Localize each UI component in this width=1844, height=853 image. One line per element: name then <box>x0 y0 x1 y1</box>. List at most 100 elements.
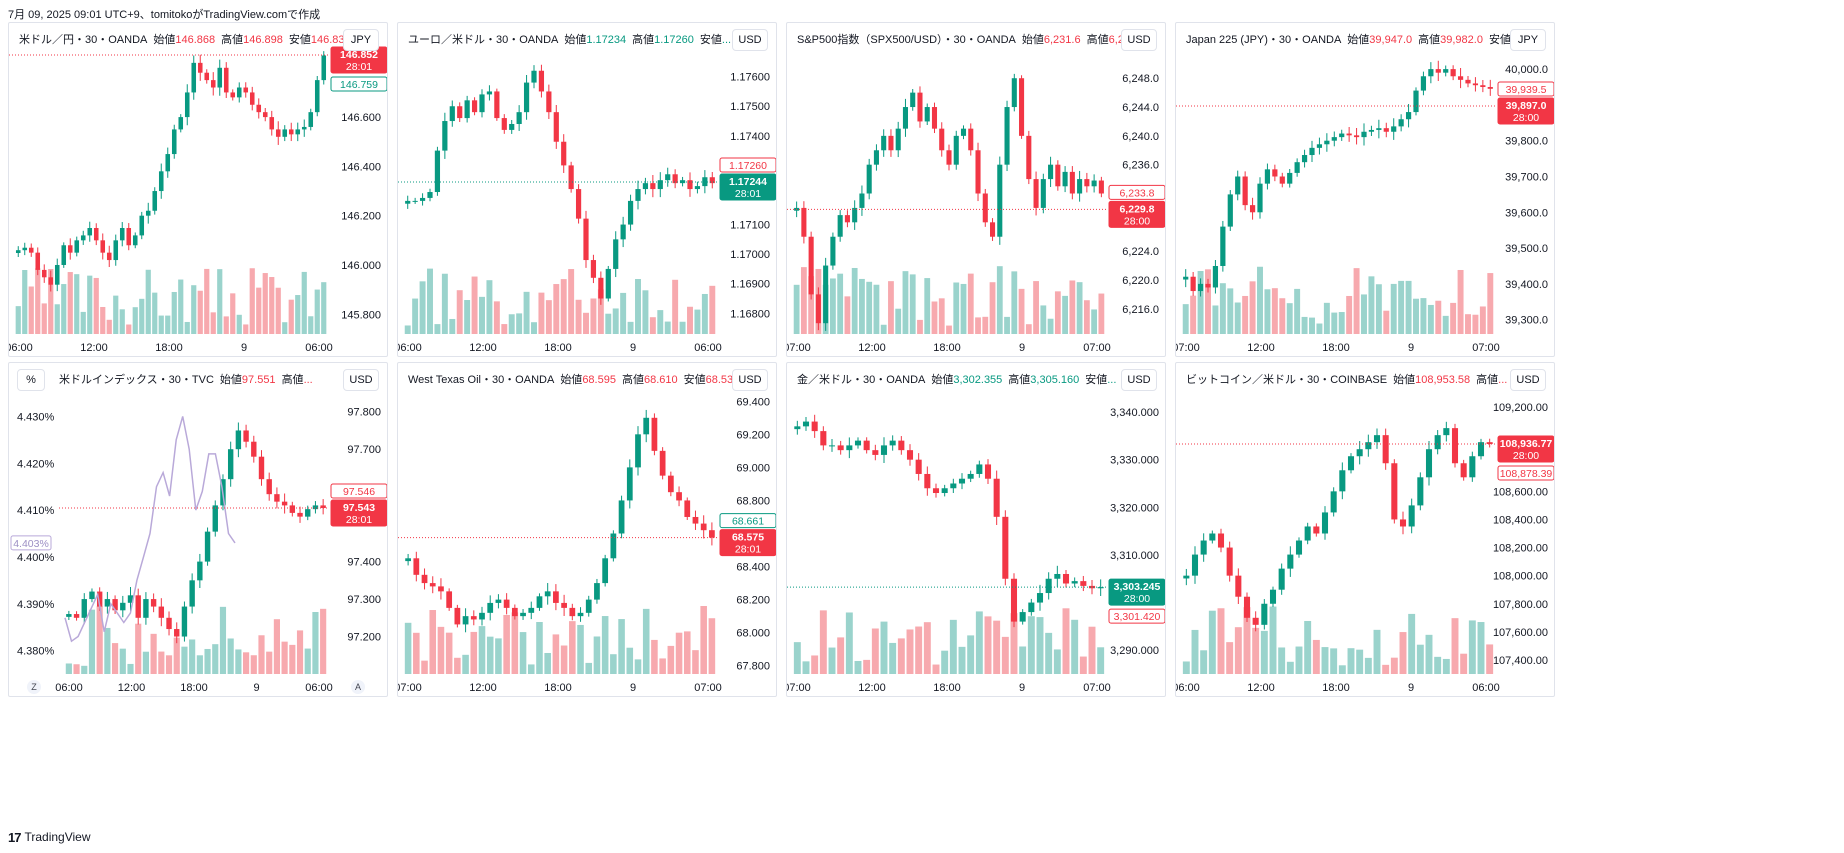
candle-body[interactable] <box>1361 131 1367 138</box>
candle-body[interactable] <box>457 106 463 119</box>
candle-body[interactable] <box>1019 78 1025 136</box>
candle-body[interactable] <box>412 200 418 202</box>
candle-body[interactable] <box>1220 226 1226 266</box>
candle-body[interactable] <box>1190 276 1196 292</box>
candle-body[interactable] <box>568 165 574 190</box>
candle-body[interactable] <box>511 607 518 617</box>
candle-body[interactable] <box>1183 276 1189 280</box>
candle-body[interactable] <box>602 558 609 584</box>
candle-body[interactable] <box>1243 596 1251 618</box>
candle-body[interactable] <box>262 112 268 118</box>
candle-body[interactable] <box>1026 135 1032 180</box>
chart-svg[interactable]: 107,400.00 107,600.00 107,800.00 108,000.00… <box>1176 363 1555 697</box>
candle-body[interactable] <box>642 183 649 190</box>
candle-body[interactable] <box>405 200 411 204</box>
candle-body[interactable] <box>872 450 879 455</box>
candle-body[interactable] <box>119 228 125 241</box>
candle-body[interactable] <box>837 445 844 451</box>
candle-body[interactable] <box>266 479 272 495</box>
candle-body[interactable] <box>1301 155 1308 163</box>
candle-body[interactable] <box>126 228 132 246</box>
candle-body[interactable] <box>1443 69 1449 73</box>
candle-body[interactable] <box>54 264 60 285</box>
candle-body[interactable] <box>820 431 827 446</box>
candle-body[interactable] <box>1487 87 1493 89</box>
candle-body[interactable] <box>1261 603 1268 625</box>
candle-body[interactable] <box>906 450 914 460</box>
candle-body[interactable] <box>1339 470 1346 492</box>
candle-body[interactable] <box>171 129 177 155</box>
candle-body[interactable] <box>837 215 843 237</box>
candle-body[interactable] <box>81 599 87 618</box>
candle-body[interactable] <box>464 100 470 119</box>
candle-body[interactable] <box>165 154 171 172</box>
candle-body[interactable] <box>1469 456 1476 478</box>
candle-body[interactable] <box>509 123 515 130</box>
candle-body[interactable] <box>575 189 582 219</box>
chart-panel[interactable]: 67.800 68.000 68.200 68.400 68.800 69.000 69.2… <box>397 362 777 697</box>
candle-body[interactable] <box>863 440 870 451</box>
symbol-legend[interactable]: 米ドルインデックス・30・TVC 始値97.551 高値... <box>59 371 313 387</box>
candle-body[interactable] <box>1321 512 1329 534</box>
candle-body[interactable] <box>1450 69 1456 77</box>
candle-body[interactable] <box>1391 126 1397 132</box>
candle-body[interactable] <box>132 235 138 246</box>
chart-svg[interactable]: 6,216.06,220.06,224.06,232.06,236.06,240… <box>787 23 1166 357</box>
candle-body[interactable] <box>1071 581 1078 584</box>
candle-body[interactable] <box>594 583 600 600</box>
candle-body[interactable] <box>958 478 966 484</box>
candle-body[interactable] <box>924 473 931 489</box>
candle-body[interactable] <box>1209 533 1216 541</box>
candle-body[interactable] <box>684 500 691 517</box>
candle-body[interactable] <box>902 107 909 129</box>
candle-body[interactable] <box>96 591 103 607</box>
candle-body[interactable] <box>1309 147 1315 156</box>
candle-body[interactable] <box>1019 612 1026 622</box>
candle-body[interactable] <box>1088 585 1096 589</box>
candle-body[interactable] <box>158 171 164 192</box>
candle-body[interactable] <box>523 82 530 113</box>
candle-body[interactable] <box>305 509 311 517</box>
candle-body[interactable] <box>405 558 411 562</box>
candle-body[interactable] <box>889 440 896 446</box>
candle-body[interactable] <box>495 599 502 603</box>
symbol-legend[interactable]: 米ドル／円・30・OANDA 始値146.868 高値146.898 安値146.83… <box>19 31 360 47</box>
currency-button[interactable]: USD <box>732 29 768 51</box>
candle-body[interactable] <box>618 500 625 534</box>
candle-body[interactable] <box>210 80 216 88</box>
candle-body[interactable] <box>665 174 671 181</box>
candle-body[interactable] <box>1004 107 1010 165</box>
candle-body[interactable] <box>217 67 223 88</box>
candle-body[interactable] <box>815 294 821 324</box>
candle-body[interactable] <box>590 260 597 278</box>
candle-body[interactable] <box>1002 516 1009 579</box>
candle-body[interactable] <box>1011 78 1017 108</box>
candle-body[interactable] <box>553 591 559 603</box>
currency-button[interactable]: USD <box>732 369 768 391</box>
candle-body[interactable] <box>635 434 641 468</box>
chart-svg[interactable]: 97.200 97.300 97.400 97.700 97.800 4.380% 4.39… <box>9 363 388 697</box>
candle-body[interactable] <box>1347 456 1355 471</box>
candle-body[interactable] <box>470 616 477 620</box>
candle-body[interactable] <box>1356 449 1363 457</box>
candle-body[interactable] <box>953 135 959 165</box>
symbol-legend[interactable]: Japan 225 (JPY)・30・OANDA 始値39,947.0 高値39,9… <box>1186 31 1520 47</box>
candle-body[interactable] <box>866 164 872 194</box>
chart-panel[interactable]: 145.800 146.000 146.200 146.400 146.600 06:00… <box>8 22 388 357</box>
candle-body[interactable] <box>1295 540 1303 555</box>
candle-body[interactable] <box>462 616 469 625</box>
candle-body[interactable] <box>22 247 28 251</box>
candle-body[interactable] <box>251 441 257 457</box>
candle-body[interactable] <box>61 245 67 265</box>
candle-body[interactable] <box>620 224 626 240</box>
symbol-legend[interactable]: West Texas Oil・30・OANDA 始値68.595 高値68.610 安… <box>408 371 748 387</box>
candle-body[interactable] <box>1249 205 1256 213</box>
candle-body[interactable] <box>236 87 242 98</box>
candle-body[interactable] <box>823 265 829 324</box>
candle-body[interactable] <box>1217 533 1225 548</box>
currency-button[interactable]: USD <box>343 369 379 391</box>
candle-body[interactable] <box>158 606 165 618</box>
candle-body[interactable] <box>946 150 952 165</box>
candle-body[interactable] <box>1460 463 1467 478</box>
candle-body[interactable] <box>1376 128 1382 130</box>
